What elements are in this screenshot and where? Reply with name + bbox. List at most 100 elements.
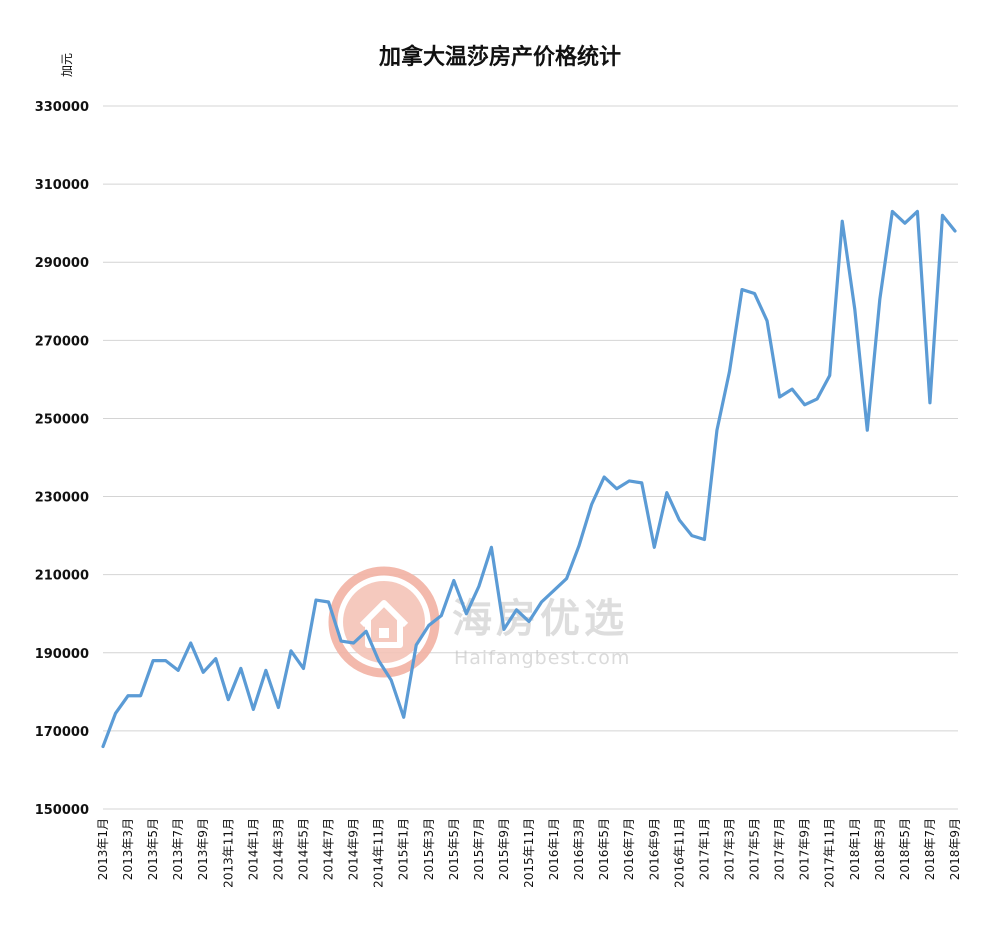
data-point	[540, 600, 543, 604]
data-point	[753, 292, 756, 295]
data-point	[126, 694, 130, 697]
data-point	[941, 214, 944, 217]
y-tick-label: 270000	[35, 334, 89, 349]
data-point	[853, 307, 856, 311]
x-tick-label: 2018年5月	[898, 818, 912, 880]
x-tick-label: 2014年9月	[347, 818, 361, 880]
x-tick-label: 2018年7月	[923, 818, 937, 880]
data-point	[327, 600, 330, 604]
data-point	[465, 612, 468, 615]
y-tick-label: 210000	[35, 569, 89, 584]
x-tick-label: 2016年11月	[672, 818, 686, 888]
data-point	[515, 608, 518, 612]
data-point	[114, 712, 117, 715]
data-point	[202, 671, 205, 674]
watermark-brand: 海房优选	[452, 596, 628, 642]
data-point	[903, 221, 907, 225]
x-tick-label: 2016年1月	[547, 818, 561, 880]
data-point	[690, 534, 694, 537]
data-point	[389, 678, 393, 682]
x-tick-label: 2017年11月	[823, 818, 837, 888]
y-tick-label: 330000	[35, 100, 89, 115]
data-point	[377, 659, 380, 662]
data-point	[778, 395, 781, 399]
data-point	[841, 220, 844, 223]
y-tick-label: 290000	[35, 256, 89, 271]
data-point	[151, 659, 155, 662]
data-point	[790, 387, 794, 391]
data-point	[866, 428, 869, 432]
data-point	[828, 374, 831, 377]
x-tick-label: 2014年7月	[322, 818, 336, 880]
x-tick-label: 2013年9月	[196, 818, 210, 880]
data-point	[815, 397, 819, 401]
data-point	[314, 598, 318, 602]
x-tick-label: 2014年1月	[246, 818, 260, 880]
data-point	[891, 210, 894, 213]
data-point	[703, 538, 706, 541]
x-tick-label: 2017年5月	[748, 818, 762, 880]
x-tick-label: 2018年3月	[873, 818, 887, 880]
x-tick-label: 2017年1月	[697, 818, 711, 880]
data-point	[590, 503, 593, 506]
data-point	[339, 639, 343, 643]
data-point	[803, 403, 806, 406]
x-tick-label: 2014年5月	[296, 818, 310, 880]
data-point	[928, 401, 932, 405]
y-axis-unit-label: 加元	[60, 53, 74, 77]
x-tick-label: 2017年9月	[798, 818, 812, 880]
data-point	[878, 298, 882, 301]
data-point	[189, 641, 192, 645]
data-point	[176, 669, 180, 672]
data-points	[101, 210, 957, 748]
data-point	[640, 481, 643, 485]
data-point	[628, 479, 631, 483]
x-tick-label: 2015年1月	[397, 818, 411, 880]
x-tick-label: 2016年7月	[622, 818, 636, 880]
x-tick-labels: 2013年1月 2013年3月 2013年5月 2013年7月 2013年9月 2013年…	[96, 818, 962, 888]
x-tick-label: 2016年9月	[647, 818, 661, 880]
data-point	[552, 589, 556, 592]
data-point	[490, 546, 493, 549]
data-point	[565, 577, 568, 580]
x-tick-label: 2014年3月	[271, 818, 285, 880]
chart-title: 加拿大温莎房产价格统计	[378, 44, 621, 70]
gridlines	[103, 105, 958, 810]
data-point	[602, 475, 606, 479]
data-point	[665, 491, 669, 494]
data-point	[916, 210, 919, 213]
data-point	[364, 630, 368, 633]
x-tick-label: 2013年3月	[121, 818, 135, 880]
y-tick-label: 250000	[35, 412, 89, 427]
watermark-url: Haifangbest.com	[454, 647, 630, 669]
data-point	[227, 698, 230, 701]
x-tick-label: 2015年7月	[472, 818, 486, 880]
data-point	[440, 614, 443, 617]
y-tick-label: 150000	[35, 803, 89, 818]
data-point	[402, 716, 405, 719]
data-point	[415, 643, 418, 647]
y-tick-label: 230000	[35, 491, 89, 506]
data-point	[615, 487, 618, 490]
x-tick-label: 2017年3月	[722, 818, 736, 880]
x-tick-label: 2015年11月	[522, 818, 536, 888]
data-point	[277, 706, 280, 709]
x-tick-label: 2016年5月	[597, 818, 611, 880]
data-point	[452, 579, 456, 582]
data-point	[214, 657, 217, 660]
x-tick-label: 2018年1月	[848, 818, 862, 880]
y-tick-label: 170000	[35, 725, 89, 740]
data-point	[527, 620, 531, 623]
data-point	[264, 669, 268, 672]
data-point	[740, 288, 744, 291]
x-tick-label: 2017年7月	[773, 818, 787, 880]
data-point	[302, 667, 305, 670]
data-point	[728, 370, 731, 373]
data-point	[239, 667, 243, 670]
x-tick-label: 2013年11月	[221, 818, 235, 888]
data-point	[101, 745, 105, 748]
x-tick-label: 2015年3月	[422, 818, 436, 880]
x-tick-label: 2018年9月	[948, 818, 962, 880]
data-point	[352, 641, 355, 645]
